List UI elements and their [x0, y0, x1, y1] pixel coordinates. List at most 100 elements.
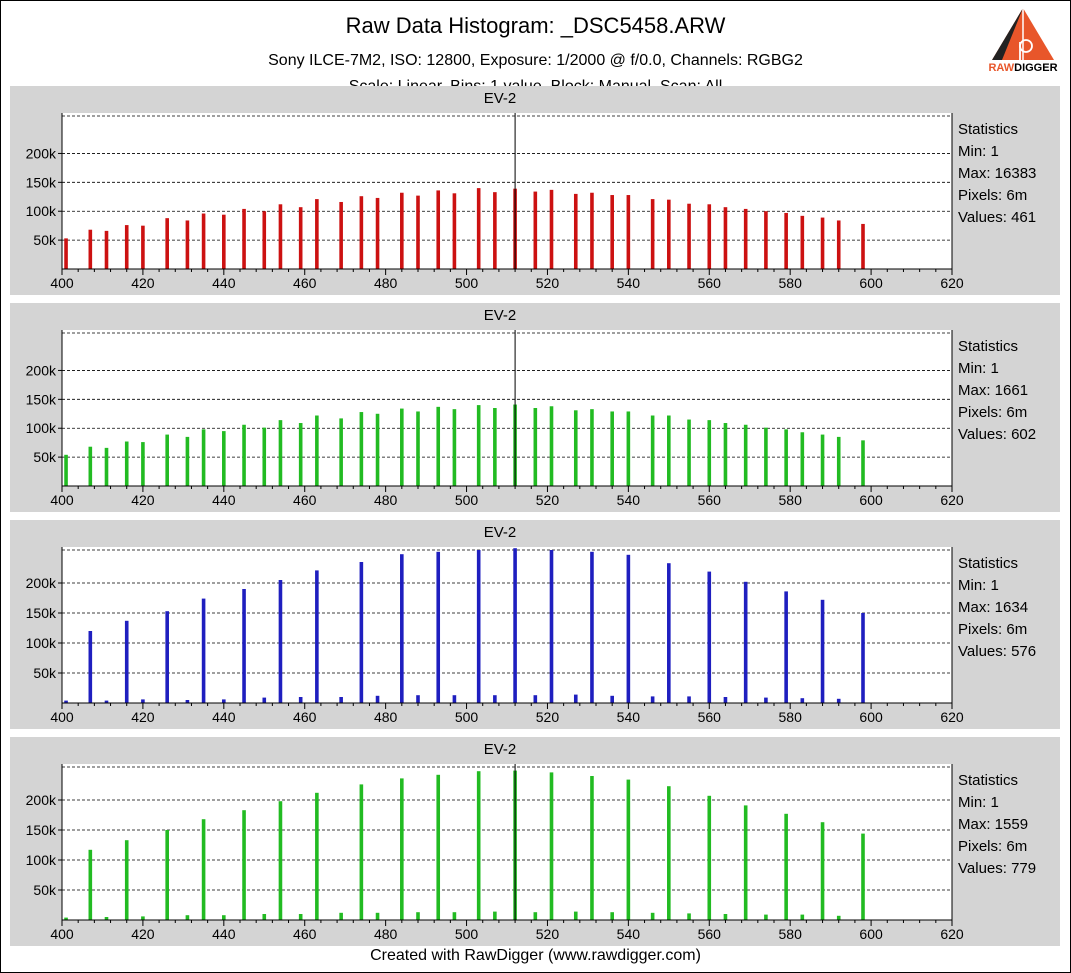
logo-text-digger: DIGGER [1014, 62, 1058, 74]
histogram-bar [315, 570, 319, 703]
histogram-bar [549, 406, 554, 486]
histogram-bar [687, 913, 691, 920]
x-tick-label: 520 [536, 492, 560, 508]
histogram-bar [124, 620, 129, 703]
histogram-bar [242, 810, 246, 920]
histogram-bar [64, 700, 68, 703]
histogram-bar [165, 218, 169, 269]
histogram-bar [764, 211, 768, 269]
histogram-bar [836, 915, 841, 920]
histogram-bar [861, 440, 865, 486]
histogram-bar [185, 915, 190, 920]
x-tick-label: 460 [293, 709, 317, 725]
histogram-bar [298, 697, 303, 703]
histogram-bar [88, 229, 93, 269]
histogram-bar [687, 203, 691, 269]
histogram-bar [359, 196, 364, 269]
stat-heading: Statistics [958, 121, 1019, 138]
x-tick-label: 400 [50, 275, 74, 291]
histogram-bar [667, 786, 671, 920]
statistics-box: Statistics Min: 1 Max: 1634 Pixels: 6m Value… [958, 553, 1036, 663]
histogram-bar [650, 696, 655, 703]
stat-pixels: Pixels: 6m [958, 621, 1028, 638]
histogram-bar [800, 215, 805, 269]
y-tick-label: 150k [26, 605, 57, 621]
histogram-bar [800, 698, 805, 703]
histogram-bar [416, 695, 420, 703]
histogram-bar [298, 207, 303, 269]
x-tick-label: 500 [455, 492, 479, 508]
logo-triangle-icon [992, 8, 1054, 60]
histogram-bar [820, 217, 825, 269]
stat-heading: Statistics [958, 338, 1019, 355]
histogram-bar [436, 551, 441, 703]
panel-label: EV-2 [483, 524, 517, 541]
histogram-bar [222, 915, 226, 920]
footer-credit: Created with RawDigger (www.rawdigger.co… [370, 947, 701, 964]
histogram-bar [836, 698, 841, 703]
histogram-bar [185, 700, 190, 703]
stat-pixels: Pixels: 6m [958, 838, 1028, 855]
histogram-plot-red: 50k 100k 150k 200k 400 420 440 460 480 500 520 540 5… [26, 113, 964, 291]
stat-min: Min: 1 [958, 143, 999, 160]
y-tick-label: 200k [26, 792, 57, 808]
x-tick-label: 440 [212, 926, 236, 942]
histogram-bar [533, 912, 538, 920]
x-tick-label: 500 [455, 709, 479, 725]
y-tick-label: 50k [33, 232, 57, 248]
histogram-bar [861, 833, 865, 920]
histogram-bar [339, 912, 343, 920]
histogram-bar [533, 408, 538, 486]
plot-area [62, 764, 952, 920]
histogram-bar [493, 911, 497, 920]
x-tick-label: 600 [859, 709, 883, 725]
histogram-bar [533, 191, 538, 269]
histogram-panel-red: 50k 100k 150k 200k 400 420 440 460 480 500 520 540 5… [10, 86, 1060, 295]
histogram-bar [573, 694, 578, 703]
logo-text-raw: RAW [988, 62, 1015, 74]
histogram-bar [242, 424, 246, 486]
x-tick-label: 480 [374, 926, 398, 942]
histogram-bar [359, 562, 364, 703]
y-tick-label: 150k [26, 391, 57, 407]
y-tick-label: 200k [26, 362, 57, 378]
x-tick-label: 580 [779, 709, 803, 725]
x-tick-label: 420 [131, 492, 155, 508]
x-tick-label: 580 [779, 492, 803, 508]
histogram-bar [590, 192, 594, 269]
histogram-bar [764, 914, 768, 920]
histogram-bar [626, 779, 631, 920]
x-tick-label: 620 [940, 709, 964, 725]
histogram-bar [436, 190, 441, 269]
histogram-bar [262, 427, 267, 486]
histogram-bar [185, 220, 190, 269]
histogram-bar [743, 208, 748, 269]
histogram-bar [222, 431, 226, 486]
x-tick-label: 540 [617, 709, 641, 725]
chart-title: Raw Data Histogram: _DSC5458.ARW [345, 13, 726, 38]
histogram-bar [533, 695, 538, 703]
x-tick-label: 600 [859, 275, 883, 291]
histogram-bar [610, 912, 614, 920]
histogram-bar [315, 415, 319, 486]
histogram-bar [687, 696, 691, 703]
rawdigger-logo: RAWDIGGER [988, 6, 1058, 76]
histogram-bar [549, 772, 554, 920]
histogram-bar [452, 912, 457, 920]
histogram-bar [723, 697, 728, 703]
histogram-bar [610, 411, 614, 486]
plot-area [62, 113, 952, 269]
histogram-bar [723, 914, 728, 920]
histogram-bar [124, 225, 129, 269]
histogram-plot-blue: 50k 100k 150k 200k 400 420 440 460 480 500 520 540 5… [26, 547, 964, 725]
histogram-bar [165, 611, 169, 703]
histogram-bar [416, 912, 420, 920]
stat-min: Min: 1 [958, 577, 999, 594]
histogram-bar [278, 204, 283, 269]
x-tick-label: 420 [131, 926, 155, 942]
histogram-bar [416, 195, 420, 269]
histogram-bar [222, 214, 226, 269]
stat-min: Min: 1 [958, 794, 999, 811]
histogram-bar [626, 554, 631, 703]
chart-subtitle: Sony ILCE-7M2, ISO: 12800, Exposure: 1/2… [268, 52, 803, 69]
